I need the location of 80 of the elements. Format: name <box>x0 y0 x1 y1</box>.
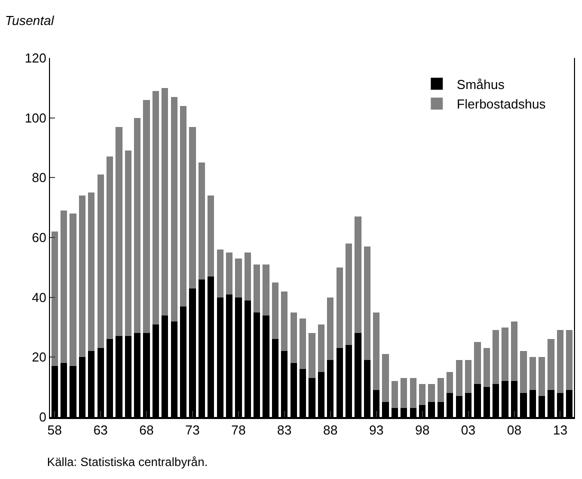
bar <box>152 90 160 324</box>
x-tick-label: 03 <box>461 422 476 438</box>
bar <box>106 156 114 340</box>
x-tick-label: 13 <box>552 422 568 438</box>
bar <box>262 264 270 316</box>
bar <box>410 378 416 408</box>
x-tick-label: 88 <box>323 422 338 438</box>
text: Källa: Statistiska centralbyrån. <box>47 455 208 469</box>
bar <box>354 216 362 334</box>
x-tick-label: 63 <box>93 422 108 438</box>
bar <box>170 96 178 322</box>
bar <box>143 100 150 334</box>
bar <box>116 126 122 336</box>
bar <box>345 243 352 346</box>
legend-label: Flerbostadshus <box>456 96 546 112</box>
bar <box>364 246 370 360</box>
bar <box>373 312 380 390</box>
bar <box>437 378 444 402</box>
bar <box>492 330 500 384</box>
bar <box>428 384 435 402</box>
bar <box>226 252 233 294</box>
x-tick-label: 73 <box>185 422 200 438</box>
bar <box>290 312 297 364</box>
bar <box>208 196 214 276</box>
bar <box>134 118 141 334</box>
bar <box>336 267 343 348</box>
bar <box>70 214 76 366</box>
bar <box>308 333 316 378</box>
y-tick-label: 0 <box>39 410 46 425</box>
bar <box>400 378 408 408</box>
bar <box>60 210 68 364</box>
bar <box>97 174 104 348</box>
bar <box>566 330 573 390</box>
bar <box>198 162 205 280</box>
bar <box>272 282 279 340</box>
bar <box>51 232 58 366</box>
x-tick-label: 98 <box>415 422 430 438</box>
bar <box>456 360 462 396</box>
bar <box>464 360 472 394</box>
bar <box>529 357 536 390</box>
legend-label: Småhus <box>456 76 505 92</box>
x-tick-label: 68 <box>139 422 154 438</box>
x-tick-label: 58 <box>47 422 62 438</box>
y-tick-label: 40 <box>32 290 46 305</box>
bar <box>216 249 224 298</box>
y-tick-label: 100 <box>24 110 46 126</box>
bar <box>538 357 546 396</box>
y-tick-label: 120 <box>24 50 46 66</box>
bar <box>474 342 481 384</box>
y-tick-label: 60 <box>32 230 46 246</box>
bar <box>300 318 306 370</box>
bar <box>88 192 95 352</box>
x-tick-label: 93 <box>369 422 384 438</box>
bar <box>281 291 288 352</box>
bar <box>382 354 389 402</box>
bar <box>510 321 518 382</box>
bar <box>391 381 398 408</box>
x-tick-label: 78 <box>231 422 246 438</box>
bar <box>327 297 334 360</box>
bar <box>235 258 242 298</box>
bar <box>502 327 508 382</box>
bar <box>556 330 564 394</box>
bar <box>78 196 86 358</box>
y-tick-label: 80 <box>32 170 46 186</box>
bar <box>446 372 454 394</box>
bar <box>520 351 527 394</box>
bar <box>180 106 187 306</box>
bar <box>419 384 426 406</box>
bar <box>548 339 554 390</box>
bar <box>124 150 132 336</box>
bar <box>244 252 251 300</box>
y-axis-title: Tusental <box>5 13 56 28</box>
bar <box>483 348 490 388</box>
x-tick-label: 08 <box>507 422 522 438</box>
bar <box>162 88 168 316</box>
x-tick-label: 83 <box>277 422 292 438</box>
bar <box>189 126 196 288</box>
bar <box>254 264 260 312</box>
y-tick-label: 20 <box>32 350 46 365</box>
bar <box>318 324 324 372</box>
